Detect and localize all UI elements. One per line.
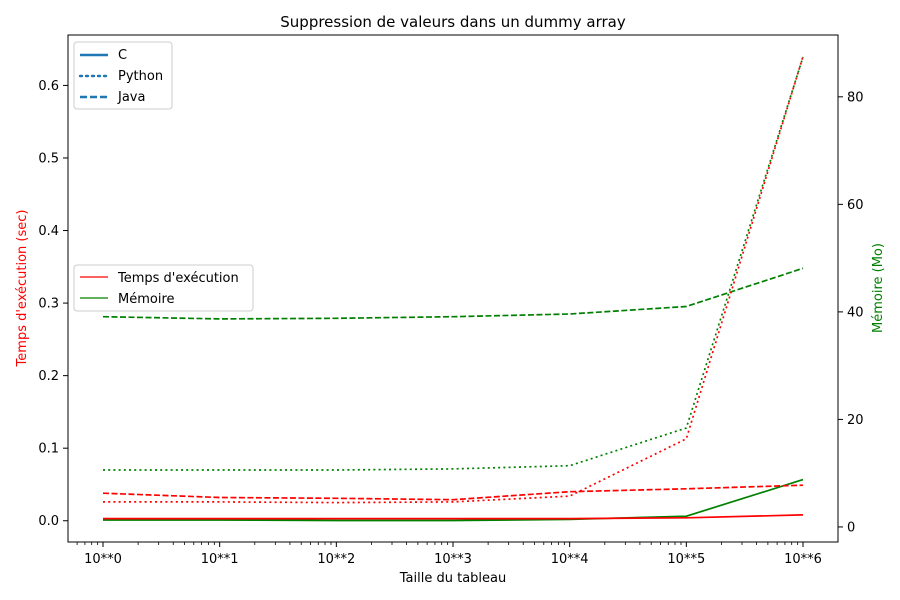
y-right-tick-label: 20 (847, 413, 864, 428)
y-left-tick-label: 0.3 (38, 297, 59, 312)
legend-metrics: Temps d'exécution Mémoire (73, 264, 254, 312)
y-right-tick-label: 0 (847, 520, 855, 535)
series-python-memory (103, 56, 804, 471)
y-left-tick-label: 0.6 (38, 79, 59, 94)
legend-c-label: C (118, 48, 127, 63)
y-left-tick-label: 0.1 (38, 442, 59, 457)
y-axis-left: 0.0 0.1 0.2 0.3 0.4 0.5 0.6 (38, 79, 68, 529)
y-axis-right-label: Mémoire (Mo) (871, 243, 886, 333)
legend-metrics-frame (73, 264, 254, 312)
y-left-tick-label: 0.2 (38, 369, 59, 384)
chart-title: Suppression de valeurs dans un dummy arr… (280, 13, 626, 31)
y-left-tick-label: 0.5 (38, 151, 59, 166)
legend-time-label: Temps d'exécution (117, 271, 239, 286)
x-tick-label: 10**0 (84, 552, 122, 567)
legend-python-label: Python (118, 69, 163, 84)
x-tick-label: 10**2 (317, 552, 355, 567)
legend-styles: C Python Java (73, 41, 173, 110)
y-axis-right: 0 20 40 60 80 (838, 90, 864, 535)
series-c-memory (103, 478, 804, 522)
y-right-tick-label: 40 (847, 305, 864, 320)
y-left-tick-label: 0.0 (38, 514, 59, 529)
y-right-tick-label: 60 (847, 198, 864, 213)
y-axis-left-label: Temps d'exécution (sec) (15, 210, 30, 368)
y-right-tick-label: 80 (847, 90, 864, 105)
x-tick-label: 10**3 (434, 552, 472, 567)
x-tick-label: 10**6 (784, 552, 822, 567)
series-c-time (103, 514, 804, 520)
series-java-memory (102, 267, 804, 320)
series-layer (102, 56, 804, 522)
x-tick-label: 10**4 (551, 552, 589, 567)
legend-java-label: Java (117, 90, 145, 105)
legend-styles-frame (73, 41, 173, 110)
y-left-tick-label: 0.4 (38, 224, 59, 239)
legend-memory-label: Mémoire (118, 292, 175, 307)
series-java-time (102, 484, 804, 501)
x-tick-label: 10**1 (201, 552, 239, 567)
x-tick-label: 10**5 (667, 552, 705, 567)
x-axis: 10**0 10**1 10**2 10**3 10**4 10**5 10**6 (76, 542, 822, 567)
x-axis-label: Taille du tableau (399, 571, 506, 586)
series-python-time (103, 56, 804, 504)
